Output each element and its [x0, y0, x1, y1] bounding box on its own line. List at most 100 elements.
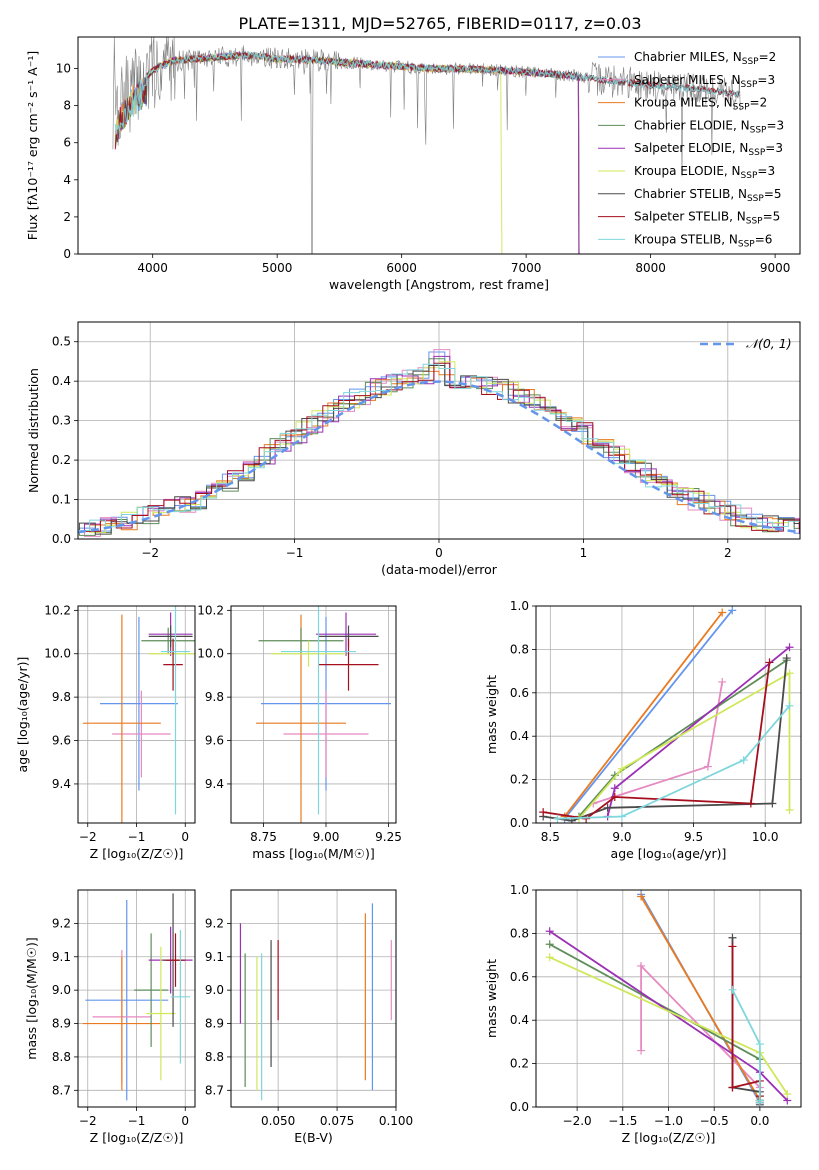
- spectrum-xtick-label: 5000: [262, 261, 293, 275]
- residuals-xlabel: (data-model)/error: [381, 562, 498, 577]
- legend-entry-main: Chabrier STELIB, N: [634, 187, 747, 201]
- residual-histogram: [78, 358, 800, 536]
- mass-weight-point: [617, 764, 626, 773]
- mass-weight-point: [728, 606, 737, 615]
- mass-weight-point: [785, 701, 794, 710]
- mass_vs_Z-ytick-label: 8.9: [52, 1017, 71, 1031]
- spectrum-frame: [77, 36, 801, 255]
- massweight_vs_age-ytick-label: 0.0: [510, 816, 529, 830]
- mass-weight-point: [785, 669, 794, 678]
- massweight_vs_age-ylabel: mass weight: [484, 675, 499, 754]
- massweight_vs_Z-ylabel: mass weight: [484, 959, 499, 1038]
- legend-entry-main: Chabrier MILES, N: [634, 50, 742, 64]
- mass_vs_Z-xtick-label: −1: [128, 1114, 146, 1128]
- legend-entry-sub: SSP: [741, 171, 758, 181]
- massweight_vs_Z-ytick-label: 0.0: [510, 1100, 529, 1114]
- age_vs_Z-xtick-label: −2: [79, 830, 97, 844]
- legend-entry-tail: =3: [757, 73, 775, 87]
- massweight_vs_Z-xtick-label: −0.5: [700, 1114, 729, 1128]
- mass_vs_Z-plot: [82, 893, 193, 1101]
- mass_vs_Z-ytick-label: 9.0: [52, 983, 71, 997]
- spectrum-plot: [112, 37, 741, 254]
- legend-entry-tail: =3: [766, 118, 784, 132]
- legend-entry-sub: SSP: [748, 148, 765, 158]
- mass_vs_EBV-xtick-label: 0.075: [320, 1114, 354, 1128]
- mass-weight-point: [718, 677, 727, 686]
- spectrum-ytick-label: 8: [63, 99, 71, 113]
- mass_vs_Z-ytick-label: 8.7: [52, 1083, 71, 1097]
- mass-weight-point: [610, 792, 619, 801]
- residuals-ytick-label: 0.4: [52, 374, 71, 388]
- residual-histogram: [78, 363, 800, 531]
- mass_vs_Z-ytick-label: 9.1: [52, 950, 71, 964]
- age_vs_Z-ytick-label: 10.2: [44, 603, 71, 617]
- age_vs_Z-panel: −2 −1 0 9.4 9.6 9.8 10.0 10.2 Z [log₁₀(Z/Z☉)] age…: [15, 603, 196, 861]
- mass_vs_EBV-ytick-label: 8.7: [205, 1083, 224, 1097]
- spectrum-ytick-label: 0: [63, 247, 71, 261]
- mass_vs_EBV-frame: [230, 889, 397, 1108]
- mass-weight-point: [637, 892, 646, 901]
- massweight_vs_age-ytick-label: 0.2: [510, 773, 529, 787]
- age_vs_mass-frame: [230, 605, 397, 824]
- legend-entry-sub: SSP: [738, 239, 755, 249]
- legend-entry: Salpeter MILES, NSSP=3: [634, 73, 775, 90]
- mass-weight-point: [545, 940, 554, 949]
- mass-weight-point: [545, 953, 554, 962]
- mass-weight-point: [610, 784, 619, 793]
- mass_vs_EBV-ytick-label: 9.0: [205, 983, 224, 997]
- spectrum-ytick-label: 2: [63, 210, 71, 224]
- age_vs_mass-ytick-label: 9.6: [205, 734, 224, 748]
- age_vs_mass-ytick-label: 9.4: [205, 777, 224, 791]
- age_vs_Z-ytick-label: 9.4: [52, 777, 71, 791]
- legend-entry: Chabrier ELODIE, NSSP=3: [634, 118, 784, 135]
- mass-weight-point: [553, 814, 562, 823]
- mass-weight-point: [739, 756, 748, 765]
- legend-entry-sub: SSP: [747, 194, 764, 204]
- age_vs_mass-xtick-label: 8.75: [250, 830, 277, 844]
- spectrum-ylabel: Flux [fλ10⁻¹⁷ erg cm⁻² s⁻¹ A⁻¹]: [25, 51, 40, 240]
- residuals-xtick-label: −1: [286, 546, 304, 560]
- mass-weight-line: [557, 705, 791, 820]
- mass-weight-point: [718, 608, 727, 617]
- legend-entry: Salpeter STELIB, NSSP=5: [634, 210, 780, 227]
- legend-entry-main: Salpeter STELIB, N: [634, 210, 746, 224]
- age_vs_Z-ylabel: age [log₁₀(age/yr)]: [15, 657, 30, 773]
- spectrum-xtick-label: 7000: [511, 261, 542, 275]
- legend-entry-main: Kroupa MILES, N: [634, 96, 733, 110]
- mass-weight-point: [545, 927, 554, 936]
- massweight_vs_age-ytick-label: 0.6: [510, 686, 529, 700]
- legend-entry-sub: SSP: [746, 217, 763, 227]
- legend-entry-main: Salpeter ELODIE, N: [634, 141, 748, 155]
- massweight_vs_Z-ytick-label: 0.8: [510, 926, 529, 940]
- residuals-xtick-label: 0: [435, 546, 443, 560]
- mass-weight-point: [765, 658, 774, 667]
- massweight_vs_Z-panel: −2.0 −1.5 −1.0 −0.5 0.0 0.0 0.2 0.4 0.6 0.8 1.0 Z […: [484, 883, 802, 1145]
- mass-weight-point: [782, 654, 791, 663]
- mass_vs_EBV-ytick-label: 8.8: [205, 1050, 224, 1064]
- massweight_vs_age-panel: 8.5 9.0 9.5 10.0 0.0 0.2 0.4 0.6 0.8 1.0 age [log₁…: [484, 599, 802, 861]
- massweight_vs_age-xtick-label: 8.5: [541, 830, 560, 844]
- residuals-ytick-label: 0.5: [52, 335, 71, 349]
- legend-entry-sub: SSP: [733, 103, 750, 113]
- mass_vs_EBV-ytick-label: 9.1: [205, 950, 224, 964]
- legend-entry-tail: =2: [750, 96, 768, 110]
- mass_vs_EBV-panel: 0.050 0.075 0.100 8.7 8.8 8.9 9.0 9.1 9.2 E(B-V): [205, 889, 413, 1145]
- massweight_vs_age-frame: [535, 605, 802, 824]
- mass-weight-line: [563, 609, 733, 820]
- mass_vs_Z-xlabel: Z [log₁₀(Z/Z☉)]: [90, 1130, 184, 1145]
- mass_vs_Z-xtick-label: 0: [181, 1114, 189, 1128]
- mass-weight-point: [785, 643, 794, 652]
- legend-entry-tail: =6: [755, 232, 773, 246]
- age_vs_Z-xtick-label: −1: [128, 830, 146, 844]
- age_vs_mass-ytick-label: 10.0: [197, 647, 224, 661]
- massweight_vs_Z-xtick-label: −1.0: [654, 1114, 683, 1128]
- age_vs_mass-ytick-label: 9.8: [205, 690, 224, 704]
- mass-weight-point: [755, 1098, 764, 1107]
- legend-entry-tail: =3: [757, 164, 775, 178]
- mass-weight-point: [539, 808, 548, 817]
- legend-entry-sub: SSP: [741, 80, 758, 90]
- spectrum-xtick-label: 4000: [137, 261, 168, 275]
- mass_vs_EBV-xtick-label: 0.050: [261, 1114, 295, 1128]
- mass_vs_EBV-ytick-label: 9.2: [205, 916, 224, 930]
